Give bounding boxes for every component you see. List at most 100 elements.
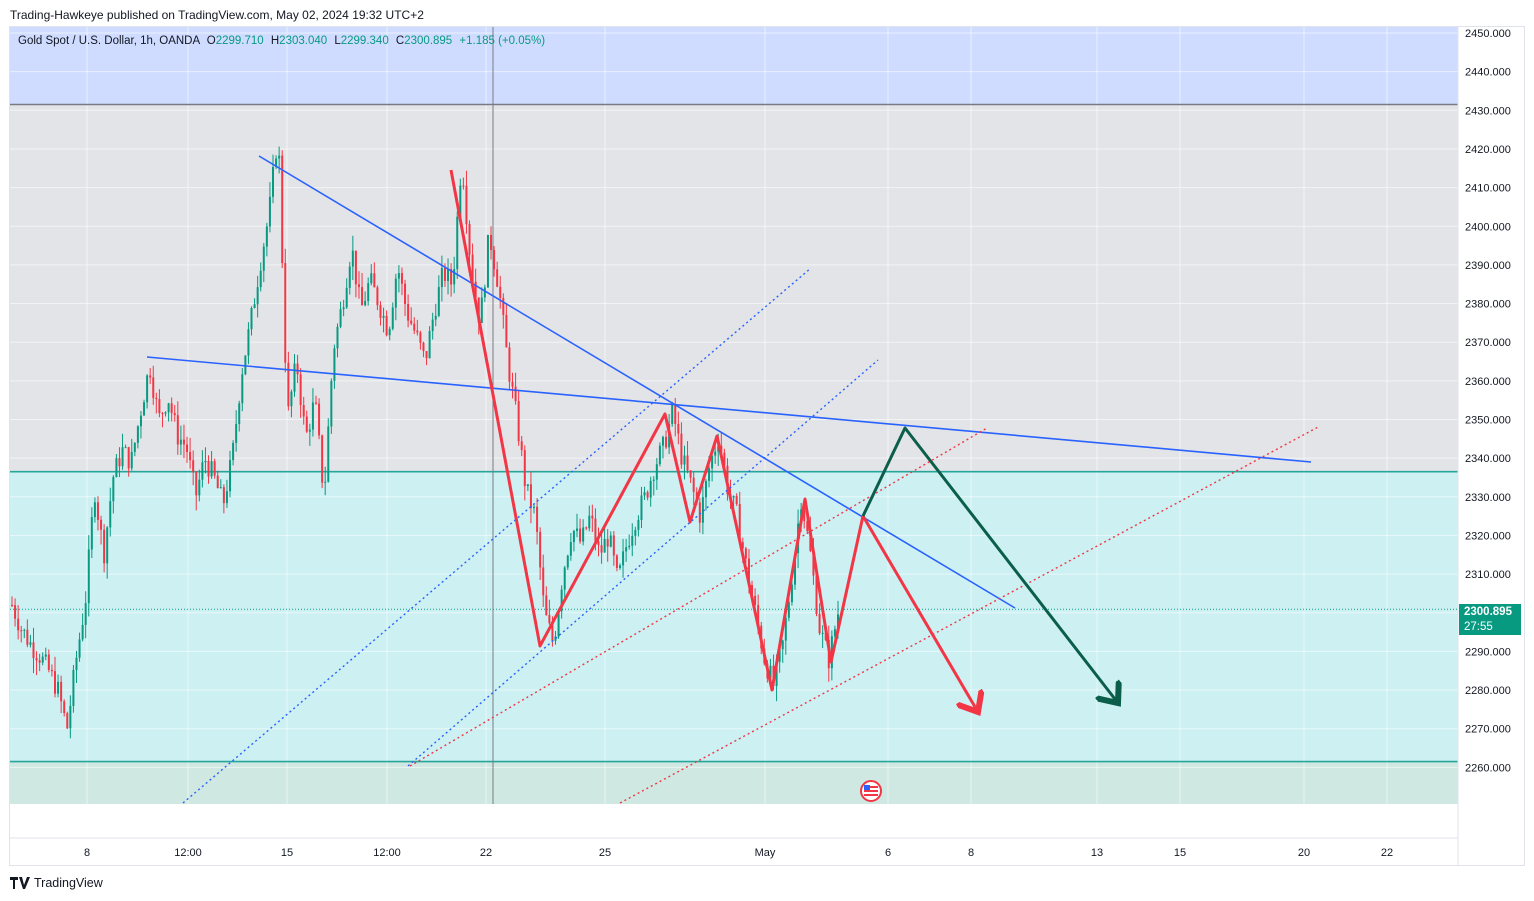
candle-body <box>299 374 302 406</box>
candle-body <box>281 155 284 264</box>
price-tick-label: 2350.000 <box>1465 415 1511 427</box>
candle-body <box>751 585 754 596</box>
candle-body <box>434 315 437 320</box>
candle-body <box>416 330 419 333</box>
time-tick-label: 22 <box>1381 847 1393 859</box>
candle-body <box>569 542 572 556</box>
candle-body <box>778 649 781 662</box>
candle-body <box>566 555 569 568</box>
trendline <box>407 359 879 767</box>
candle-body <box>192 460 195 473</box>
time-tick-label: 15 <box>281 847 293 859</box>
candle-body <box>219 487 222 489</box>
candle-body <box>176 415 179 445</box>
candle-body <box>139 415 142 427</box>
candle-body <box>833 629 836 637</box>
candle-body <box>680 433 683 465</box>
candle-body <box>652 479 655 481</box>
candle-body <box>520 441 523 451</box>
candle-body <box>179 439 182 445</box>
candle-body <box>812 550 815 576</box>
candle-body <box>628 545 631 548</box>
candle-body <box>247 329 250 356</box>
candle-body <box>253 304 256 308</box>
time-tick-label: 13 <box>1091 847 1103 859</box>
candle-body <box>250 307 253 330</box>
legend-high: 2303.040 <box>279 35 328 47</box>
candle-body <box>87 549 90 604</box>
price-axis[interactable]: 2450.000 2440.000 2430.000 2420.000 2410.000… <box>1457 27 1511 866</box>
candle-body <box>837 614 839 630</box>
price-tick-label: 2310.000 <box>1465 569 1511 581</box>
candle-body <box>505 314 508 348</box>
candle-body <box>661 436 664 446</box>
candle-body <box>784 617 787 641</box>
candle-body <box>542 567 545 596</box>
candle-body <box>278 155 281 159</box>
candle-body <box>66 713 69 729</box>
candle-body <box>539 531 542 568</box>
candle-body <box>268 196 271 227</box>
candle-body <box>318 403 321 436</box>
candle-body <box>483 287 486 298</box>
candle-body <box>216 475 219 489</box>
candle-body <box>769 665 772 679</box>
candle-body <box>311 402 314 430</box>
candle-body <box>90 517 93 550</box>
candle-body <box>588 515 591 529</box>
candle-body <box>413 323 416 331</box>
candle-body <box>732 495 735 498</box>
candle-body <box>462 185 465 187</box>
candle-body <box>517 401 520 442</box>
candle-body <box>308 429 311 432</box>
candle-body <box>161 413 164 415</box>
candle-body <box>106 527 109 564</box>
candle-body <box>600 545 603 553</box>
candle-body <box>508 347 511 382</box>
candle-body <box>640 495 643 521</box>
candle-body <box>450 269 453 285</box>
candle-body <box>354 250 357 285</box>
price-tick-label: 2320.000 <box>1465 530 1511 542</box>
candle-body <box>597 541 600 546</box>
candle-body <box>388 328 391 336</box>
candle-body <box>723 452 726 466</box>
price-tick-label: 2260.000 <box>1465 762 1511 774</box>
tradingview-brand[interactable]: TradingView <box>10 876 103 890</box>
candle-body <box>213 461 216 476</box>
candle-body <box>324 481 327 483</box>
candle-body <box>262 246 265 271</box>
candle-body <box>425 351 428 359</box>
flag-icon[interactable] <box>860 780 882 802</box>
trendline <box>258 155 1016 609</box>
candle-body <box>124 447 127 449</box>
candle-body <box>646 492 649 498</box>
projection-red-arrow <box>861 515 978 712</box>
candle-body <box>29 642 32 645</box>
candle-body <box>585 527 588 529</box>
legend-low: 2299.340 <box>340 35 389 47</box>
candle-body <box>133 442 136 452</box>
candle-body <box>112 477 115 502</box>
candle-body <box>744 548 747 559</box>
price-tick-label: 2450.000 <box>1465 28 1511 40</box>
candle-body <box>560 589 563 612</box>
candle-body <box>201 462 204 480</box>
candle-body <box>806 521 809 532</box>
candle-body <box>818 614 821 634</box>
candle-body <box>536 506 539 532</box>
candle-body <box>603 538 606 553</box>
candle-body <box>293 363 296 392</box>
candle-body <box>422 342 425 352</box>
candle-body <box>459 185 462 217</box>
price-tick-label: 2430.000 <box>1465 105 1511 117</box>
time-tick-label: 8 <box>84 847 90 859</box>
candle-body <box>290 391 293 407</box>
time-axis[interactable]: 8 12:00 15 12:00 22 25 May 6 8 13 15 20 22 <box>9 837 1458 859</box>
candle-body <box>612 535 615 556</box>
candle-body <box>689 470 692 478</box>
candle-body <box>198 479 201 496</box>
candle-body <box>557 611 560 637</box>
candle-body <box>225 491 228 504</box>
